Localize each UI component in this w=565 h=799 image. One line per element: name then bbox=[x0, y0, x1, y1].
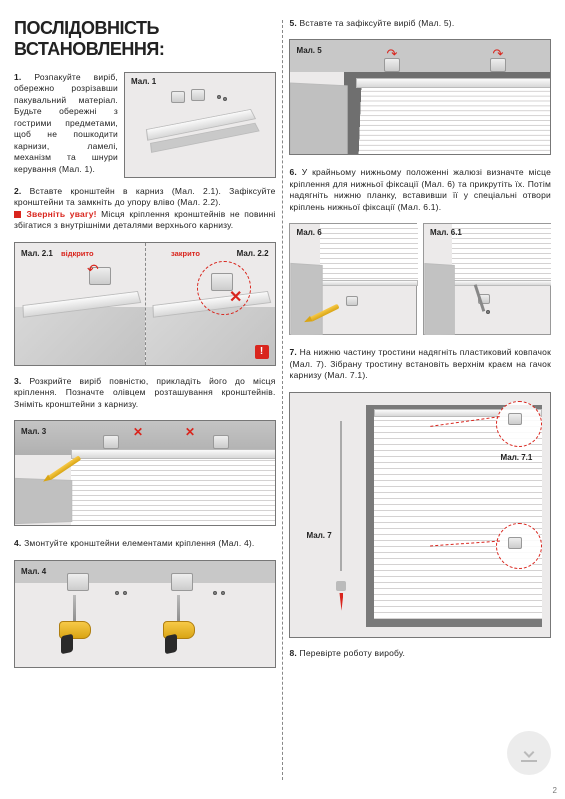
figure-1: Мал. 1 bbox=[124, 72, 276, 178]
step-4-text: 4. Змонтуйте кронштейни елементами кріпл… bbox=[14, 538, 276, 549]
step-5-text: 5. Вставте та зафіксуйте виріб (Мал. 5). bbox=[289, 18, 551, 29]
step-8-text: 8. Перевірте роботу виробу. bbox=[289, 648, 551, 659]
step-2-warn-label: Зверніть увагу! bbox=[26, 209, 96, 219]
step-1-body: Розпакуйте виріб, обережно розрізавши па… bbox=[14, 72, 118, 174]
step-7: 7. На нижню частину тростини надягніть п… bbox=[289, 347, 551, 381]
step-2-body: Вставте кронштейн в карниз (Мал. 2.1). З… bbox=[14, 186, 276, 207]
step-3-body: Розкрийте виріб повністю, прикладіть йог… bbox=[14, 376, 276, 409]
page-title: ПОСЛІДОВНІСТЬ ВСТАНОВЛЕННЯ: bbox=[14, 18, 276, 60]
step-5-body: Вставте та зафіксуйте виріб (Мал. 5). bbox=[300, 18, 455, 28]
figure-2-1-label: Мал. 2.1 bbox=[21, 249, 53, 258]
step-6: 6. У крайньому нижньому положенні жалюзі… bbox=[289, 167, 551, 213]
drill-icon bbox=[155, 595, 199, 651]
step-3-text: 3. Розкрийте виріб повністю, прикладіть … bbox=[14, 376, 276, 410]
figure-2: Мал. 2.1 відкрито закрито Мал. 2.2 ↶ ✕ ! bbox=[14, 242, 276, 366]
step-8-body: Перевірте роботу виробу. bbox=[300, 648, 406, 658]
step-4-body: Змонтуйте кронштейни елементами кріпленн… bbox=[24, 538, 254, 548]
figure-4-label: Мал. 4 bbox=[21, 567, 46, 576]
figure-7-label: Мал. 7 bbox=[306, 531, 331, 540]
step-1: 1. Розпакуйте виріб, обережно розрізавши… bbox=[14, 72, 276, 178]
left-column: ПОСЛІДОВНІСТЬ ВСТАНОВЛЕННЯ: 1. Розпакуйт… bbox=[14, 18, 276, 781]
step-5: 5. Вставте та зафіксуйте виріб (Мал. 5). bbox=[289, 18, 551, 29]
figure-6-label: Мал. 6 bbox=[296, 228, 321, 237]
step-3-num: 3. bbox=[14, 376, 22, 386]
figure-5: Мал. 5 ↷ ↷ bbox=[289, 39, 551, 155]
column-divider bbox=[276, 18, 290, 781]
step-7-num: 7. bbox=[289, 347, 297, 357]
step-8: 8. Перевірте роботу виробу. bbox=[289, 648, 551, 659]
figure-5-label: Мал. 5 bbox=[296, 46, 321, 55]
alert-icon: ! bbox=[255, 345, 269, 359]
download-icon bbox=[507, 731, 551, 775]
figure-7-1-label: Мал. 7.1 bbox=[500, 453, 532, 462]
step-3: 3. Розкрийте виріб повністю, прикладіть … bbox=[14, 376, 276, 410]
closed-label: закрито bbox=[171, 249, 200, 258]
step-2-text: 2. Вставте кронштейн в карниз (Мал. 2.1)… bbox=[14, 186, 276, 232]
step-7-text: 7. На нижню частину тростини надягніть п… bbox=[289, 347, 551, 381]
figure-3: Мал. 3 ✕ ✕ bbox=[14, 420, 276, 526]
figure-6: Мал. 6 bbox=[289, 223, 417, 335]
figure-6-group: Мал. 6 Мал. 6.1 bbox=[289, 223, 551, 335]
step-8-num: 8. bbox=[289, 648, 297, 658]
step-4-num: 4. bbox=[14, 538, 22, 548]
step-2: 2. Вставте кронштейн в карниз (Мал. 2.1)… bbox=[14, 186, 276, 232]
figure-6-1: Мал. 6.1 bbox=[423, 223, 551, 335]
step-6-body: У крайньому нижньому положенні жалюзі ви… bbox=[289, 167, 551, 211]
step-4: 4. Змонтуйте кронштейни елементами кріпл… bbox=[14, 538, 276, 549]
warning-icon bbox=[14, 211, 21, 218]
figure-3-label: Мал. 3 bbox=[21, 427, 46, 436]
right-column: 5. Вставте та зафіксуйте виріб (Мал. 5).… bbox=[289, 18, 551, 781]
open-label: відкрито bbox=[61, 249, 94, 258]
figure-1-label: Мал. 1 bbox=[131, 77, 156, 86]
drill-icon bbox=[51, 595, 95, 651]
step-1-num: 1. bbox=[14, 72, 22, 82]
step-6-text: 6. У крайньому нижньому положенні жалюзі… bbox=[289, 167, 551, 213]
step-6-num: 6. bbox=[289, 167, 297, 177]
step-7-body: На нижню частину тростини надягніть плас… bbox=[289, 347, 551, 380]
step-5-num: 5. bbox=[289, 18, 297, 28]
step-2-num: 2. bbox=[14, 186, 22, 196]
step-1-text: 1. Розпакуйте виріб, обережно розрізавши… bbox=[14, 72, 118, 178]
figure-2-2-label: Мал. 2.2 bbox=[237, 249, 269, 258]
figure-7: Мал. 7 Мал. 7.1 bbox=[289, 392, 551, 638]
figure-6-1-label: Мал. 6.1 bbox=[430, 228, 462, 237]
figure-4: Мал. 4 bbox=[14, 560, 276, 668]
page-number: 2 bbox=[553, 786, 557, 795]
